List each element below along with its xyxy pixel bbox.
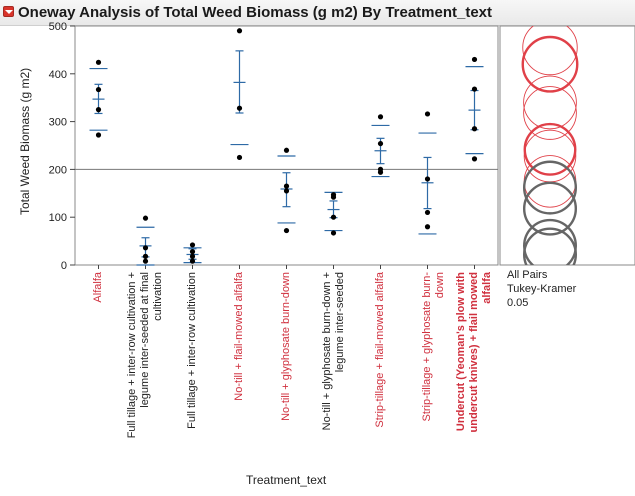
- category-label: No-till + glyphosate burn-down: [280, 272, 292, 421]
- y-tick-label: 200: [49, 164, 67, 176]
- data-point: [283, 227, 290, 234]
- y-tick-label: 0: [61, 260, 67, 272]
- data-point: [189, 242, 196, 248]
- data-point: [95, 59, 102, 65]
- category-label: No-till + glyphosate burn-down + legume …: [320, 272, 346, 431]
- category-group: [418, 111, 437, 235]
- data-point: [142, 258, 149, 264]
- category-label: No-till + flail-mowed alfalfa: [233, 272, 245, 401]
- comparison-circle: [523, 75, 577, 130]
- category-label: Strip-tillage + glyphosate burn-down: [421, 272, 446, 422]
- comparison-circle: [522, 218, 578, 265]
- data-point: [330, 194, 337, 200]
- data-point: [142, 215, 149, 221]
- category-label: Undercut (Yeoman's plow with undercut kn…: [455, 272, 493, 433]
- data-point: [377, 140, 384, 147]
- comparison-circle: [523, 86, 577, 140]
- data-point: [95, 107, 102, 113]
- data-point: [189, 253, 196, 259]
- disclosure-triangle-icon[interactable]: [3, 6, 14, 17]
- data-point: [189, 258, 196, 264]
- data-point: [471, 126, 478, 132]
- x-axis-label: Treatment_text: [246, 473, 327, 487]
- data-point: [330, 214, 337, 220]
- category-label: Alfalfa: [92, 272, 104, 303]
- legend-line-alpha: 0.05: [507, 297, 529, 309]
- report-title: Oneway Analysis of Total Weed Biomass (g…: [18, 4, 493, 21]
- y-tick-label: 400: [49, 69, 67, 81]
- data-point: [142, 253, 149, 259]
- data-point: [236, 28, 243, 34]
- y-tick-label: 300: [49, 117, 67, 129]
- category-label: Full tillage + inter-row cultivation: [186, 272, 198, 429]
- data-point: [142, 245, 149, 251]
- data-point: [377, 114, 384, 120]
- legend-line-all-pairs: All Pairs: [507, 269, 548, 281]
- category-group: [89, 59, 108, 138]
- comparison-circle: [522, 181, 578, 236]
- data-point: [471, 86, 478, 92]
- comparison-circles: [521, 26, 579, 265]
- data-point: [424, 209, 431, 216]
- category-group: [277, 147, 296, 234]
- category-group: [136, 215, 155, 266]
- data-point: [377, 169, 384, 175]
- data-point: [189, 249, 196, 255]
- category-group: [230, 28, 249, 161]
- data-point: [236, 105, 243, 111]
- comparison-circle: [522, 160, 578, 215]
- y-tick-label: 100: [49, 212, 67, 224]
- data-point: [283, 188, 290, 194]
- data-point: [424, 224, 431, 230]
- data-point: [471, 156, 478, 162]
- legend-line-method: Tukey-Kramer: [507, 283, 577, 295]
- title-bar: Oneway Analysis of Total Weed Biomass (g…: [0, 0, 635, 26]
- category-label: Strip-tillage + flail-mowed alfalfa: [374, 272, 386, 428]
- category-group: [371, 114, 390, 178]
- comparison-circle: [522, 227, 578, 265]
- category-group: [324, 191, 343, 236]
- data-point: [95, 86, 102, 93]
- data-point: [236, 154, 243, 161]
- data-point: [95, 132, 102, 138]
- data-point: [283, 147, 290, 153]
- y-axis-label: Total Weed Biomass (g m2): [18, 67, 32, 215]
- comparison-circle: [521, 35, 579, 93]
- comparison-legend: All Pairs Tukey-Kramer 0.05: [507, 268, 576, 310]
- category-label: Full tillage + inter-row cultivation + l…: [126, 272, 164, 439]
- data-point: [424, 111, 431, 117]
- data-point: [330, 230, 337, 236]
- category-group: [465, 56, 484, 162]
- data-point: [424, 176, 431, 182]
- data-point: [471, 56, 478, 63]
- data-point: [283, 183, 290, 189]
- category-group: [183, 242, 202, 264]
- comparison-circle: [522, 26, 578, 76]
- y-tick-label: 500: [49, 21, 67, 33]
